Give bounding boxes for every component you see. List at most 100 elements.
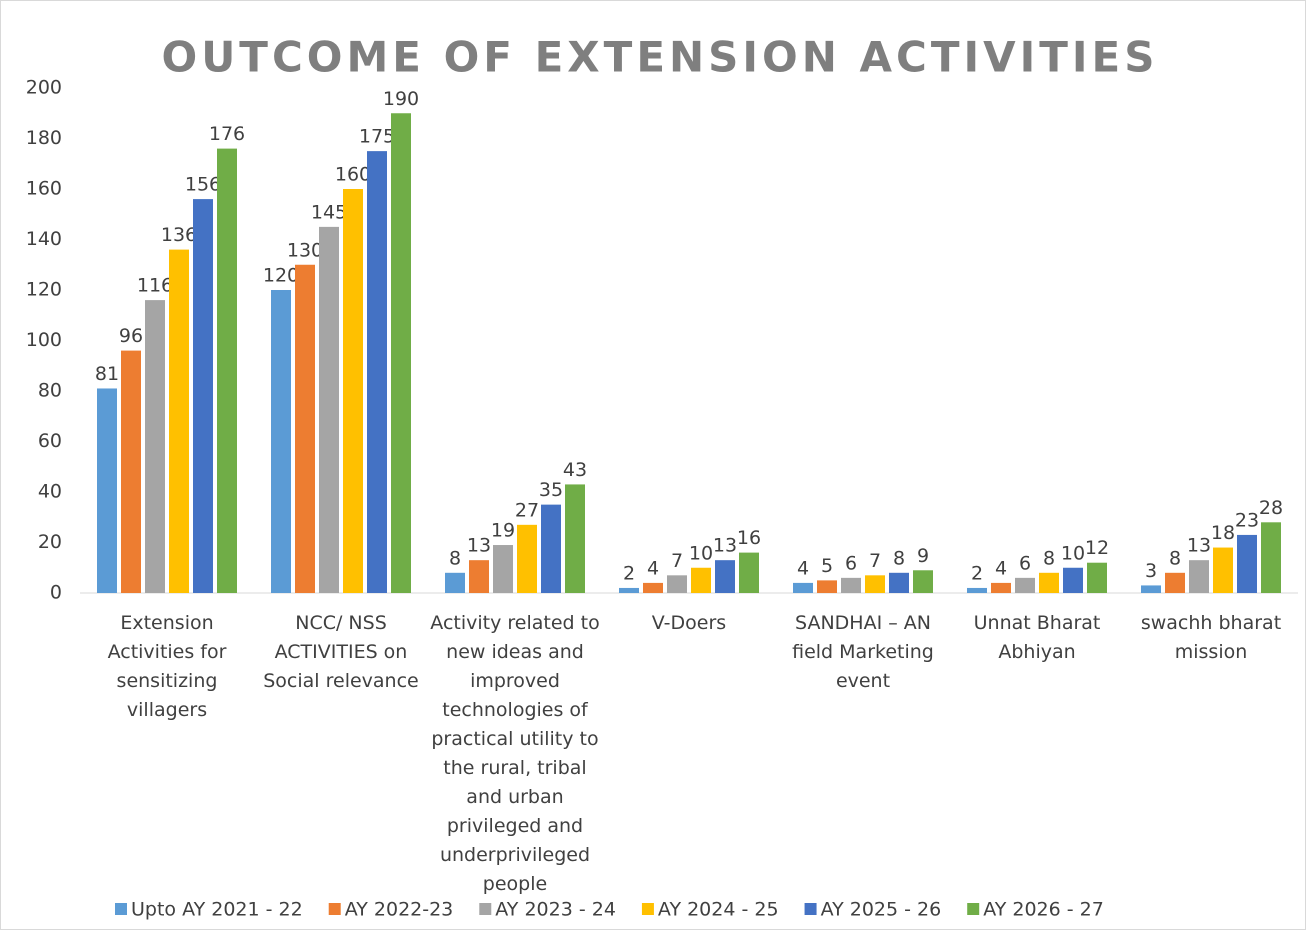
bar [1015, 577, 1035, 593]
bar [1165, 572, 1185, 593]
bar [391, 113, 411, 593]
data-label: 18 [1211, 522, 1235, 544]
data-label: 10 [689, 542, 713, 564]
bar [121, 350, 141, 593]
bar [739, 552, 759, 593]
bar [295, 264, 315, 593]
bar [643, 582, 663, 593]
data-label: 7 [869, 550, 881, 572]
bar [145, 300, 165, 593]
data-label: 6 [1019, 552, 1031, 574]
data-label: 10 [1061, 542, 1085, 564]
data-label: 19 [491, 520, 515, 542]
bar [715, 560, 735, 593]
bar [967, 587, 987, 593]
bar [793, 582, 813, 593]
data-label: 175 [359, 126, 395, 148]
data-label: 120 [263, 265, 299, 287]
bar [841, 577, 861, 593]
bar [217, 148, 237, 593]
data-label: 27 [515, 499, 539, 521]
x-tick-label: Extension Activities for sensitizing vil… [107, 612, 227, 721]
bar [493, 545, 513, 593]
legend-label: AY 2025 - 26 [821, 899, 942, 921]
data-label: 81 [95, 363, 119, 385]
data-label: 190 [383, 88, 419, 110]
bar [343, 189, 363, 593]
bar [271, 290, 291, 593]
data-label: 156 [185, 174, 221, 196]
bar [367, 151, 387, 593]
bar [193, 199, 213, 593]
data-label: 145 [311, 201, 347, 223]
bar [517, 524, 537, 593]
bar [541, 504, 561, 593]
bar [619, 587, 639, 593]
data-label: 2 [623, 562, 635, 584]
data-label: 35 [539, 479, 563, 501]
data-label: 13 [713, 535, 737, 557]
y-tick-label: 0 [50, 582, 62, 604]
bar [991, 582, 1011, 593]
chart-title: OUTCOME OF EXTENSION ACTIVITIES [162, 33, 1159, 82]
bar [1087, 562, 1107, 593]
data-label: 4 [995, 557, 1007, 579]
data-label: 6 [845, 552, 857, 574]
y-tick-label: 40 [38, 481, 62, 503]
data-label: 8 [449, 547, 461, 569]
data-label: 8 [1043, 547, 1055, 569]
data-label: 7 [671, 550, 683, 572]
bar [1237, 534, 1257, 593]
legend-label: AY 2024 - 25 [658, 899, 779, 921]
bar [97, 388, 117, 593]
legend-swatch [804, 903, 817, 915]
y-tick-label: 60 [38, 430, 62, 452]
y-tick-label: 180 [26, 127, 62, 149]
bar [1063, 567, 1083, 593]
legend-label: Upto AY 2021 - 22 [131, 899, 303, 921]
legend-swatch [115, 903, 127, 915]
data-label: 176 [209, 123, 245, 145]
y-tick-label: 100 [26, 329, 62, 351]
data-label: 9 [917, 545, 929, 567]
data-label: 23 [1235, 509, 1259, 531]
x-tick-label: Activity related to new ideas and improv… [430, 612, 600, 895]
data-label: 4 [647, 557, 659, 579]
legend-swatch [967, 903, 980, 915]
y-tick-label: 120 [26, 279, 62, 301]
bar [889, 572, 909, 593]
y-tick-label: 200 [26, 77, 62, 99]
data-label: 43 [563, 459, 587, 481]
data-label: 13 [1187, 535, 1211, 557]
bar [445, 572, 465, 593]
bar [1261, 522, 1281, 593]
data-label: 12 [1085, 537, 1109, 559]
x-tick-label: Unnat Bharat Abhiyan [973, 612, 1101, 663]
bar [319, 226, 339, 593]
data-label: 2 [971, 562, 983, 584]
bar [691, 567, 711, 593]
data-label: 5 [821, 555, 833, 577]
legend-swatch [328, 903, 341, 915]
y-tick-label: 20 [38, 531, 62, 553]
data-label: 3 [1145, 560, 1157, 582]
bar [865, 575, 885, 593]
data-label: 160 [335, 164, 371, 186]
legend-label: AY 2022-23 [345, 899, 454, 921]
x-tick-label: swachh bharat mission [1140, 612, 1282, 663]
x-tick-label: NCC/ NSS ACTIVITIES on Social relevance [263, 612, 419, 692]
y-tick-label: 140 [26, 228, 62, 250]
bar [1213, 547, 1233, 593]
data-label: 8 [1169, 547, 1181, 569]
y-tick-label: 160 [26, 178, 62, 200]
bar [817, 580, 837, 593]
y-tick-label: 80 [38, 380, 62, 402]
data-label: 96 [119, 325, 143, 347]
data-label: 4 [797, 557, 809, 579]
x-tick-label: V-Doers [651, 612, 727, 634]
bar [565, 484, 585, 593]
legend-swatch [479, 903, 492, 915]
data-label: 13 [467, 535, 491, 557]
